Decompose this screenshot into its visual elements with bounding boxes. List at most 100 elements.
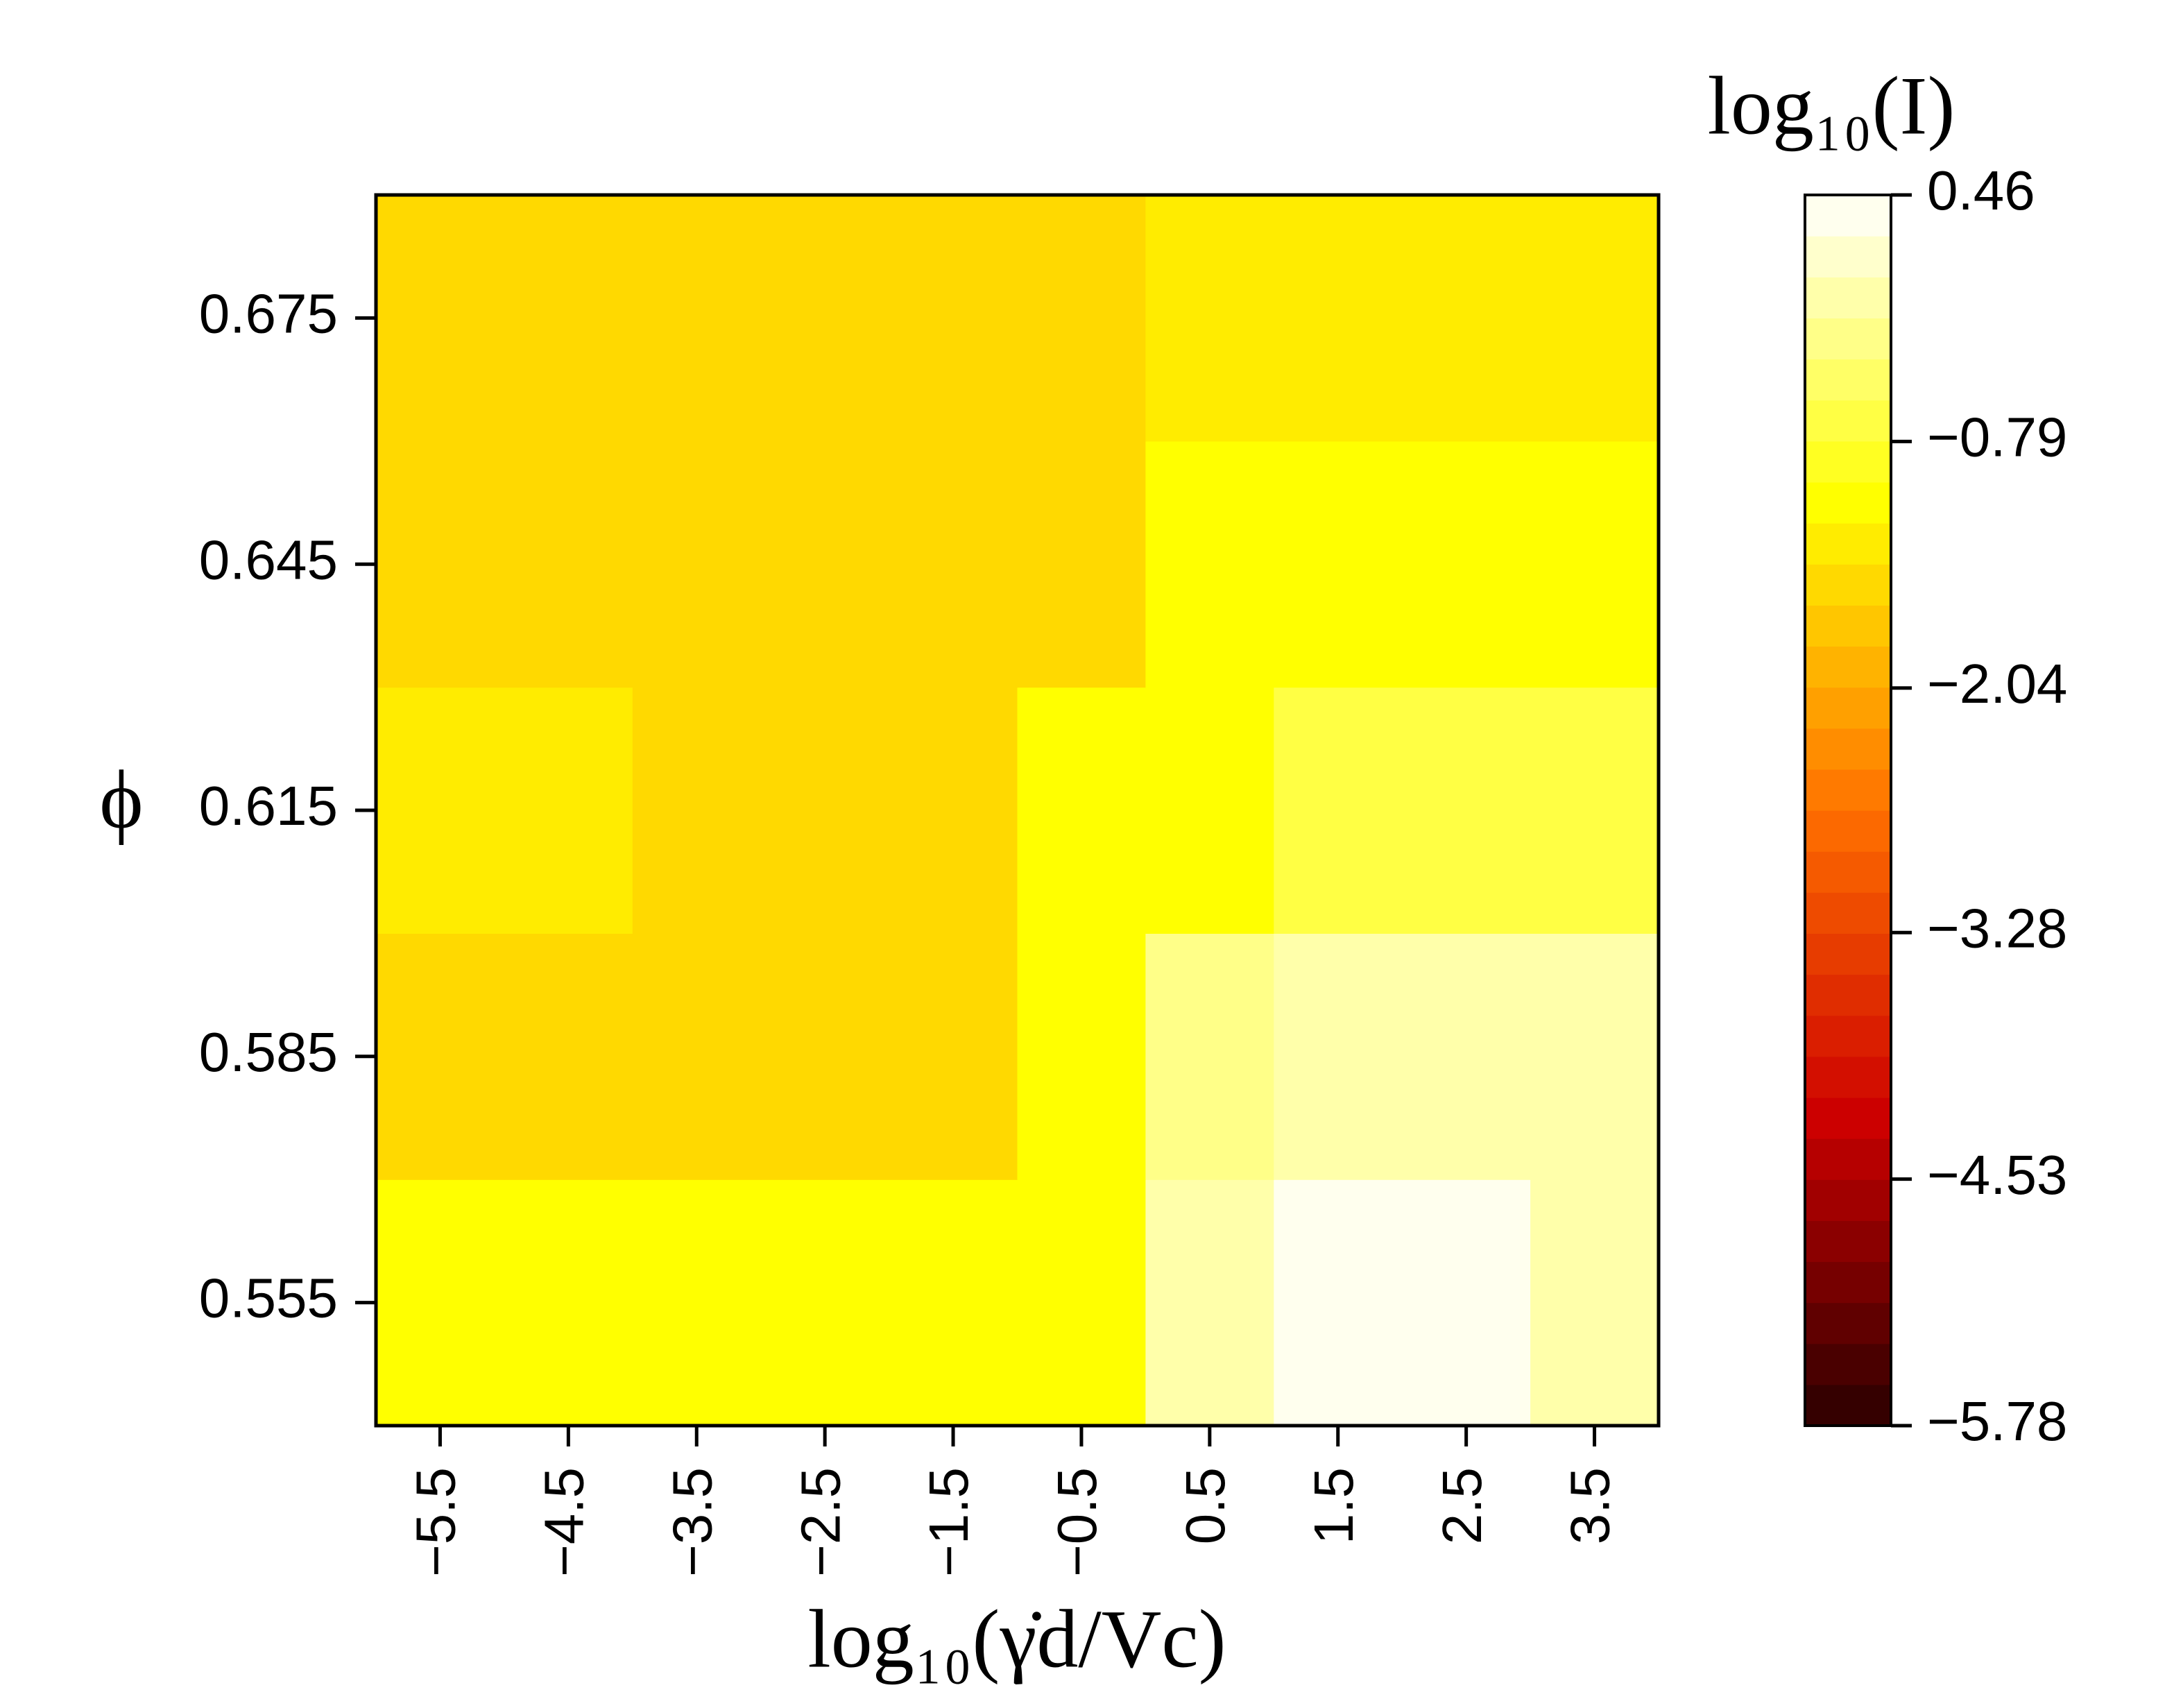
x-tick-label: −0.5 <box>1046 1467 1108 1577</box>
colorbar-band <box>1805 1056 1891 1098</box>
heatmap-cell <box>889 441 1018 688</box>
colorbar-band <box>1805 1261 1891 1304</box>
colorbar-tick-label: −2.04 <box>1927 653 2067 715</box>
colorbar-band <box>1805 1015 1891 1057</box>
heatmap-cell <box>376 441 505 688</box>
heatmap-cell <box>1017 933 1146 1180</box>
colorbar-band <box>1805 892 1891 934</box>
colorbar-band <box>1805 400 1891 442</box>
heatmap-cell <box>1402 687 1531 934</box>
colorbar-band <box>1805 1220 1891 1263</box>
heatmap-cell <box>1530 441 1659 688</box>
heatmap-cell <box>504 195 633 442</box>
colorbar-band <box>1805 195 1891 237</box>
heatmap-cell <box>504 933 633 1180</box>
heatmap-cell <box>376 1179 505 1426</box>
colorbar-band <box>1805 974 1891 1016</box>
colorbar-band <box>1805 1302 1891 1344</box>
colorbar-tick-label: −0.79 <box>1927 406 2067 468</box>
heatmap-cell <box>760 687 890 934</box>
heatmap-cell <box>1145 1179 1274 1426</box>
colorbar-band <box>1805 441 1891 483</box>
colorbar-band <box>1805 359 1891 401</box>
colorbar-band <box>1805 564 1891 606</box>
heatmap-cell <box>1402 441 1531 688</box>
heatmap-cell <box>632 933 762 1180</box>
x-tick-label: −4.5 <box>533 1467 594 1577</box>
x-tick-label: 3.5 <box>1559 1467 1621 1544</box>
x-tick-label: −5.5 <box>405 1467 467 1577</box>
heatmap-cell <box>1274 195 1403 442</box>
x-tick-label: 2.5 <box>1431 1467 1493 1544</box>
x-tick-label: −2.5 <box>789 1467 851 1577</box>
heatmap-cell <box>760 1179 890 1426</box>
colorbar-band <box>1805 1384 1891 1426</box>
colorbar-band <box>1805 933 1891 975</box>
colorbar-band <box>1805 1138 1891 1180</box>
colorbar-band <box>1805 481 1891 524</box>
colorbar-tick-label: −3.28 <box>1927 897 2067 959</box>
colorbar-band <box>1805 318 1891 360</box>
colorbar-band <box>1805 277 1891 318</box>
heatmap-cell <box>1017 195 1146 442</box>
heatmap-cell <box>504 1179 633 1426</box>
colorbar-band <box>1805 236 1891 277</box>
heatmap-cell <box>1017 687 1146 934</box>
y-tick-label: 0.555 <box>199 1267 338 1329</box>
heatmap-cell <box>632 195 762 442</box>
heatmap-cell <box>504 687 633 934</box>
heatmap-cell <box>760 441 890 688</box>
heatmap-cell <box>1274 441 1403 688</box>
colorbar-tick-label: −4.53 <box>1927 1144 2067 1206</box>
x-tick-label: −1.5 <box>918 1467 979 1577</box>
colorbar-band <box>1805 1179 1891 1221</box>
y-tick-label: 0.585 <box>199 1021 338 1083</box>
heatmap-cell <box>1530 933 1659 1180</box>
colorbar-band <box>1805 1343 1891 1385</box>
heatmap-cell <box>1530 1179 1659 1426</box>
heatmap-cell <box>1274 933 1403 1180</box>
heatmap-cell <box>1017 1179 1146 1426</box>
colorbar-band <box>1805 687 1891 729</box>
y-tick-label: 0.615 <box>199 775 338 837</box>
colorbar-band <box>1805 646 1891 688</box>
heatmap-cell <box>889 195 1018 442</box>
heatmap-cell <box>1530 687 1659 934</box>
colorbar-band <box>1805 605 1891 647</box>
x-axis-label: log₁₀(γ̇d/Vc) <box>807 1593 1226 1685</box>
heatmap-cell <box>632 1179 762 1426</box>
colorbar-band <box>1805 769 1891 811</box>
colorbar-title: log₁₀(I) <box>1708 60 1955 152</box>
colorbar-band <box>1805 523 1891 565</box>
heatmap-cell <box>1017 441 1146 688</box>
y-tick-label: 0.675 <box>199 283 338 345</box>
y-axis-label: ϕ <box>99 753 143 846</box>
colorbar-tick-label: 0.46 <box>1927 160 2035 221</box>
heatmap-cell <box>889 1179 1018 1426</box>
heatmap-cell <box>889 687 1018 934</box>
heatmap-cell <box>632 687 762 934</box>
x-tick-label: 1.5 <box>1303 1467 1364 1544</box>
heatmap-cell <box>1402 1179 1531 1426</box>
heatmap-cell <box>1274 1179 1403 1426</box>
x-tick-label: 0.5 <box>1174 1467 1236 1544</box>
heatmap-cell <box>1145 933 1274 1180</box>
heatmap-cell <box>889 933 1018 1180</box>
heatmap-cell <box>760 195 890 442</box>
heatmap-cell <box>376 933 505 1180</box>
x-tick-label: −3.5 <box>661 1467 723 1577</box>
heatmap-cell <box>504 441 633 688</box>
colorbar-frame <box>1804 194 1892 1427</box>
colorbar-band <box>1805 851 1891 893</box>
colorbar-band <box>1805 728 1891 770</box>
heatmap-cell <box>760 933 890 1180</box>
heatmap-cell <box>376 687 505 934</box>
y-tick-label: 0.645 <box>199 529 338 590</box>
heatmap-cell <box>1145 687 1274 934</box>
heatmap-cell <box>376 195 505 442</box>
heatmap-cell <box>632 441 762 688</box>
colorbar-band <box>1805 810 1891 852</box>
heatmap-cell <box>1145 195 1274 442</box>
heatmap-cell <box>1274 687 1403 934</box>
